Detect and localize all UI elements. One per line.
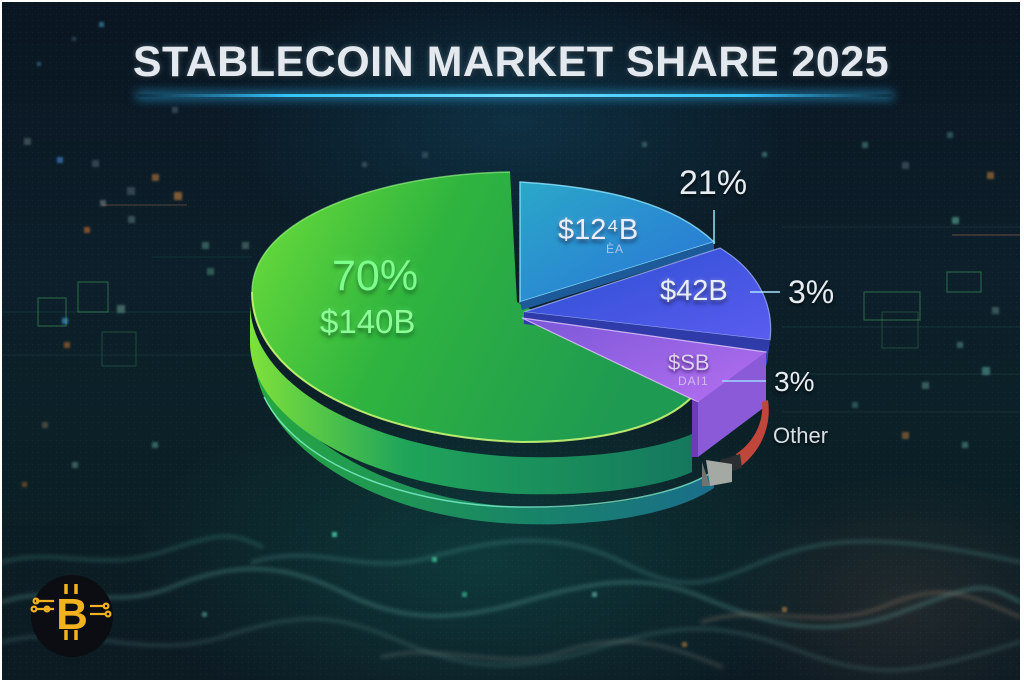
bitcoin-circuit-logo-icon: B	[30, 575, 113, 657]
slice-blue-value: $42B	[660, 275, 728, 307]
bitcoin-glyph: B	[56, 590, 88, 639]
slice-blue	[523, 247, 772, 341]
slice-green-side	[250, 302, 692, 495]
slice-green-value: $140B	[320, 303, 416, 340]
title-underline	[138, 94, 892, 97]
slice-blue-percent: 3%	[788, 274, 835, 310]
slice-other	[736, 400, 769, 467]
slice-purple-sublabel: DAI​1	[678, 374, 709, 388]
slice-teal-percent: 21%	[679, 164, 748, 202]
pie-base-layer	[254, 332, 714, 525]
slice-other-grey	[706, 460, 732, 486]
slice-purple-percent: 3%	[774, 366, 815, 397]
slice-teal-value: $12⁴B	[558, 214, 639, 246]
slice-teal-blue	[519, 181, 716, 304]
chart-title: STABLECOIN MARKET SHARE 2025	[132, 38, 890, 86]
slice-other-label: Other	[773, 423, 829, 448]
slice-teal-sublabel: ЀА	[606, 242, 625, 256]
slice-green-percent: 70%	[332, 252, 419, 300]
slice-green	[252, 172, 692, 442]
slice-purple-value: $SB	[668, 350, 710, 375]
